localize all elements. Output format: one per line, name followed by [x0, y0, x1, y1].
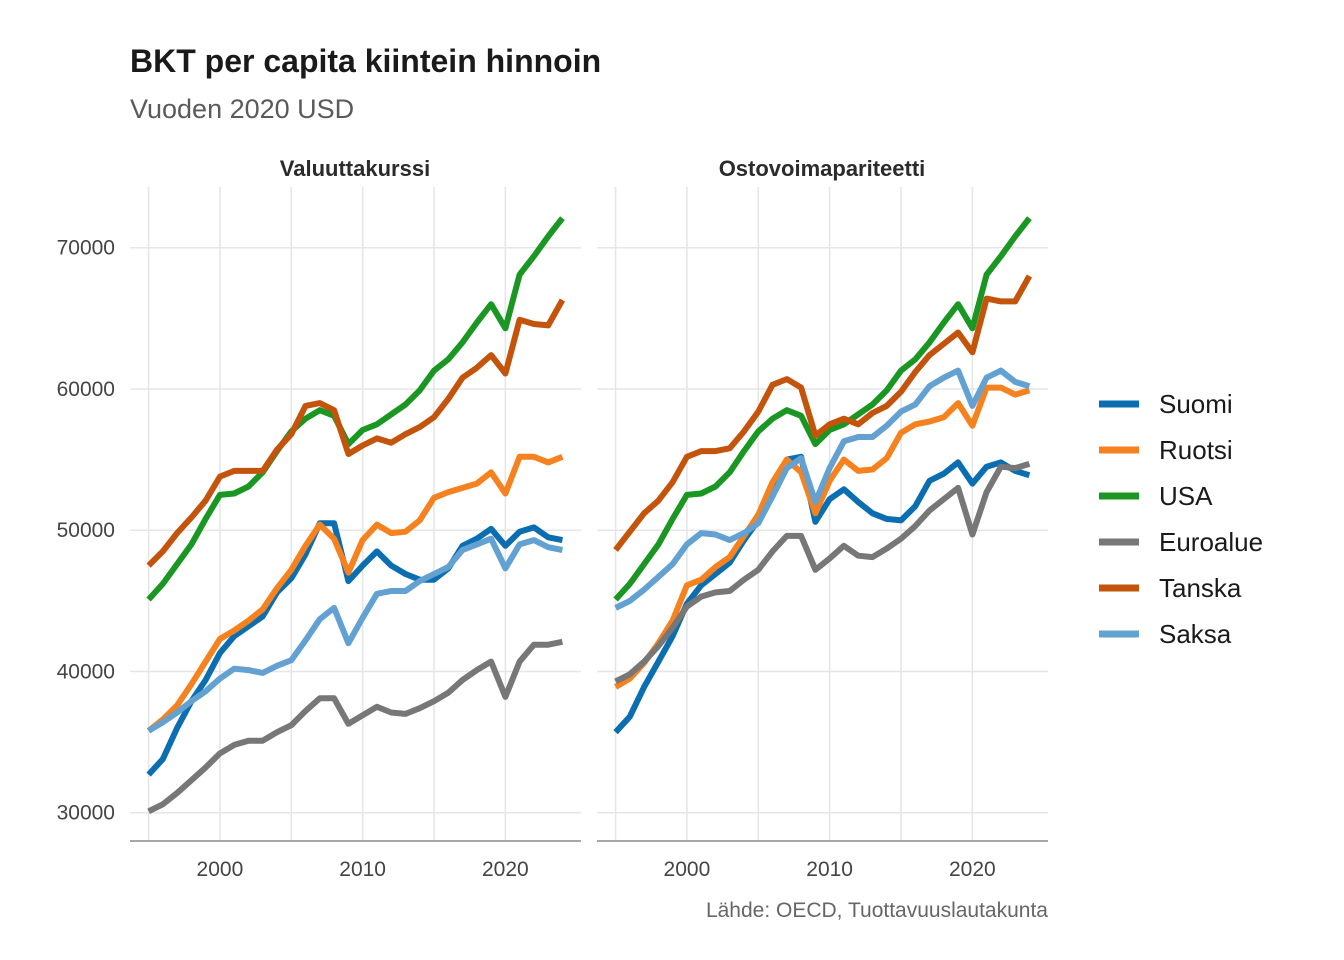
panel-valuuttakurssi: Valuuttakurssi 2000 2010 2020 30000 40000 500… — [57, 156, 581, 881]
panel-ostovoimapariteetti: Ostovoimapariteetti 2000 2010 2020 — [597, 156, 1048, 881]
x-tick-label: 2010 — [339, 858, 386, 881]
legend: Suomi Ruotsi USA Euroalue Tanska Saksa — [1099, 389, 1263, 649]
y-tick-label: 60000 — [57, 378, 115, 401]
legend-label-tanska: Tanska — [1159, 573, 1242, 603]
x-tick-label: 2020 — [482, 858, 529, 881]
y-tick-label: 70000 — [57, 237, 115, 260]
legend-label-saksa: Saksa — [1159, 619, 1232, 649]
x-tick-label: 2000 — [197, 858, 244, 881]
y-tick-label: 50000 — [57, 519, 115, 542]
series-line-usa — [613, 216, 1032, 602]
series-line-saksa — [147, 535, 563, 734]
x-tick-label: 2000 — [664, 858, 711, 881]
y-tick-label: 40000 — [57, 660, 115, 683]
series-line-suomi — [146, 520, 563, 777]
legend-label-ruotsi: Ruotsi — [1159, 435, 1233, 465]
series-line-tanska — [146, 298, 566, 568]
panel-title-ostovoimapariteetti: Ostovoimapariteetti — [719, 156, 926, 181]
chart-subtitle: Vuoden 2020 USD — [130, 94, 354, 124]
series-line-usa — [146, 216, 565, 602]
panel-title-valuuttakurssi: Valuuttakurssi — [280, 156, 430, 181]
legend-label-euroalue: Euroalue — [1159, 527, 1263, 557]
source-caption: Lähde: OECD, Tuottavuuslautakunta — [706, 899, 1048, 922]
legend-label-suomi: Suomi — [1159, 389, 1233, 419]
x-tick-label: 2020 — [949, 858, 996, 881]
series-line-euroalue — [614, 461, 1031, 685]
series-line-ruotsi — [146, 453, 564, 734]
chart-title: BKT per capita kiintein hinnoin — [130, 43, 601, 79]
y-tick-label: 30000 — [57, 802, 115, 825]
series-line-tanska — [613, 274, 1033, 552]
legend-label-usa: USA — [1159, 481, 1213, 511]
series-line-saksa — [614, 367, 1031, 611]
x-tick-label: 2010 — [806, 858, 853, 881]
series-line-euroalue — [147, 638, 564, 814]
series-line-ruotsi — [614, 384, 1031, 690]
